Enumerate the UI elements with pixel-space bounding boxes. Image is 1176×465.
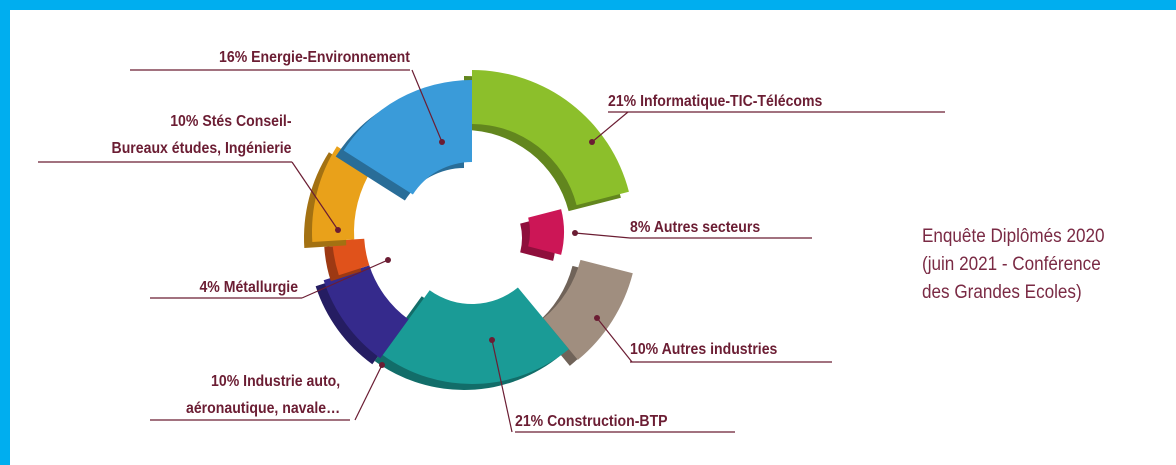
segment	[323, 265, 409, 359]
leader-dot	[335, 227, 341, 233]
segment	[528, 209, 565, 255]
category-label: Informatique-TIC-Télécoms	[640, 93, 823, 110]
category-label: Autres secteurs	[653, 219, 761, 236]
segment-group	[374, 287, 569, 390]
segment-group	[315, 265, 409, 365]
value-label: 16%	[219, 49, 248, 66]
leader-line	[291, 161, 339, 231]
segment	[382, 287, 569, 384]
value-label: 8%	[630, 219, 651, 236]
segment-label: 8% Autres secteurs	[630, 214, 760, 241]
leader-line	[591, 111, 629, 143]
value-label: 10%	[210, 373, 240, 390]
segment-label: 16% Energie-Environnement	[219, 44, 410, 71]
value-label: 10%	[170, 113, 199, 130]
category-label: Métallurgie	[223, 279, 298, 296]
leader-line	[574, 232, 631, 239]
leader-line	[354, 364, 383, 421]
value-label: 4%	[199, 279, 220, 296]
category-label: Energie-Environnement	[251, 49, 410, 66]
leader-dot	[594, 315, 600, 321]
card: Enquête Diplômés 2020 (juin 2021 - Confé…	[10, 10, 1176, 465]
segment	[472, 70, 629, 206]
segment-label: 21% Construction-BTP	[515, 408, 668, 435]
category-label: Autres industries	[661, 341, 778, 358]
segment-label: 10% Autres industries	[630, 336, 777, 363]
segment	[543, 259, 633, 360]
segment-label: 10% Industrie auto, aéronautique, navale…	[186, 368, 340, 422]
category-label: Stés Conseil- Bureaux études, Ingénierie	[112, 113, 292, 157]
source-note: Enquête Diplômés 2020 (juin 2021 - Confé…	[922, 226, 1105, 303]
segment-group	[520, 209, 565, 261]
leader-dot	[385, 257, 391, 263]
value-label: 21%	[608, 93, 637, 110]
segment-group	[335, 80, 472, 201]
leader-dot	[439, 139, 445, 145]
segment-label: 21% Informatique-TIC-Télécoms	[608, 88, 822, 115]
chart	[38, 69, 945, 433]
value-label: 21%	[515, 413, 544, 430]
leader-line	[301, 259, 389, 299]
segment-label: 10% Stés Conseil- Bureaux études, Ingéni…	[112, 108, 292, 162]
leader-line	[491, 339, 513, 433]
leader-dot	[589, 139, 595, 145]
segment	[332, 238, 370, 276]
segment	[343, 80, 472, 195]
value-label: 10%	[630, 341, 659, 358]
category-label: Construction-BTP	[547, 413, 668, 430]
segment-label: 4% Métallurgie	[199, 274, 298, 301]
leader-line	[596, 317, 633, 363]
category-label: Industrie auto, aéronautique, navale…	[185, 373, 340, 417]
segment-group	[324, 238, 370, 282]
segment-group	[464, 70, 629, 212]
leader-dot	[379, 362, 385, 368]
leader-dot	[572, 230, 578, 236]
leader-line	[411, 69, 443, 143]
leader-dot	[489, 337, 495, 343]
